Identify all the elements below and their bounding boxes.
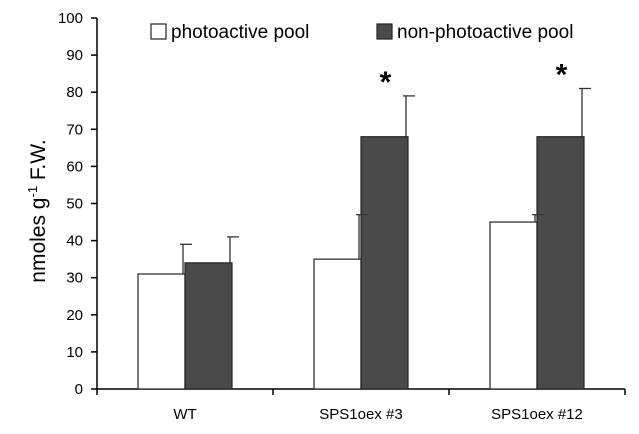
y-tick-label: 50	[66, 196, 83, 213]
y-axis-label-suffix: F.W.	[27, 139, 50, 186]
legend-label: photoactive pool	[171, 22, 309, 43]
y-axis: 0 10 20 30 40 50 60 70 80 90 100	[58, 10, 98, 398]
x-tick-label: SPS1oex #3	[319, 406, 402, 423]
y-axis-label-main: nmoles g	[27, 198, 50, 283]
bar	[489, 221, 538, 390]
legend: photoactive pool non-photoactive pool	[150, 22, 573, 43]
bar	[137, 273, 186, 390]
significance-marker: *	[556, 58, 568, 91]
y-tick-label: 10	[66, 344, 83, 361]
bar	[313, 258, 362, 390]
y-axis-label-sup: -1	[25, 186, 40, 198]
y-tick-label: 40	[66, 233, 83, 250]
legend-swatch	[150, 23, 167, 40]
y-tick-label: 20	[66, 307, 83, 324]
x-axis: WT SPS1oex #3 SPS1oex #12	[96, 388, 626, 423]
y-tick-label: 0	[75, 381, 83, 398]
bar	[184, 262, 233, 390]
y-tick-label: 70	[66, 121, 83, 138]
y-tick-label: 60	[66, 158, 83, 175]
y-tick-label: 90	[66, 47, 83, 64]
annotations: * *	[380, 58, 568, 98]
legend-swatch	[376, 23, 393, 40]
y-axis-label: nmoles g-1 F.W.	[25, 139, 50, 282]
y-tick-label: 30	[66, 270, 83, 287]
bar	[360, 136, 409, 390]
y-tick-label: 80	[66, 84, 83, 101]
significance-marker: *	[380, 66, 392, 99]
x-tick-label: WT	[173, 406, 196, 423]
bar	[536, 136, 585, 390]
error-bars	[180, 87, 591, 274]
legend-label: non-photoactive pool	[397, 22, 573, 43]
y-tick-label: 100	[58, 10, 83, 27]
bars	[137, 136, 585, 390]
x-tick-label: SPS1oex #12	[491, 406, 583, 423]
